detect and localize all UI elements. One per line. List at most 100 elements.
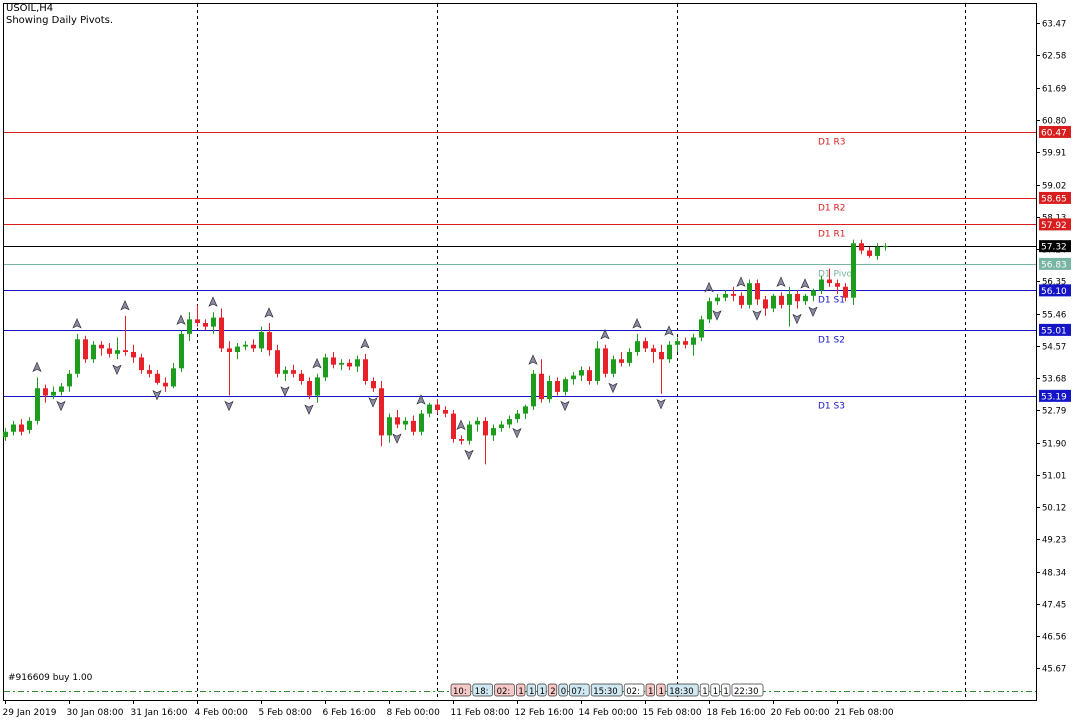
candle[interactable] — [379, 381, 384, 447]
candle[interactable] — [627, 348, 632, 367]
candle[interactable] — [395, 410, 400, 429]
session-box[interactable]: 18: — [472, 683, 493, 697]
candle[interactable] — [147, 364, 152, 378]
candle[interactable] — [123, 315, 128, 356]
candle[interactable] — [75, 333, 80, 378]
candle[interactable] — [427, 402, 432, 418]
candle[interactable] — [763, 295, 768, 316]
candle[interactable] — [675, 337, 680, 353]
session-box[interactable]: 07: — [569, 683, 590, 697]
candle[interactable] — [659, 344, 664, 394]
candle[interactable] — [707, 297, 712, 323]
candle[interactable] — [715, 294, 720, 305]
candle[interactable] — [291, 364, 296, 378]
candle[interactable] — [811, 288, 816, 302]
candle[interactable] — [403, 417, 408, 430]
candle[interactable] — [523, 404, 528, 420]
candle[interactable] — [259, 326, 264, 352]
candle[interactable] — [51, 386, 56, 400]
candle[interactable] — [19, 419, 24, 436]
session-box[interactable]: 1 — [526, 683, 536, 697]
candle[interactable] — [835, 279, 840, 295]
candle[interactable] — [547, 375, 552, 403]
candle[interactable] — [91, 341, 96, 363]
candle[interactable] — [731, 286, 736, 302]
candle[interactable] — [419, 410, 424, 436]
session-box[interactable]: 10: — [450, 683, 472, 697]
candle[interactable] — [491, 424, 496, 441]
candle[interactable] — [787, 286, 792, 327]
candle[interactable] — [187, 312, 192, 342]
candle[interactable] — [651, 344, 656, 363]
candle[interactable] — [203, 319, 208, 331]
candle[interactable] — [155, 370, 160, 385]
candle[interactable] — [459, 435, 464, 445]
candle[interactable] — [635, 333, 640, 356]
candle[interactable] — [803, 294, 808, 305]
candle[interactable] — [539, 359, 544, 403]
candle[interactable] — [579, 366, 584, 382]
candle[interactable] — [363, 353, 368, 385]
candle[interactable] — [683, 337, 688, 349]
candle[interactable] — [795, 290, 800, 309]
candle[interactable] — [371, 377, 376, 392]
candle[interactable] — [59, 382, 64, 396]
candle[interactable] — [67, 370, 72, 392]
candle[interactable] — [867, 246, 872, 258]
candle[interactable] — [595, 341, 600, 385]
session-box[interactable]: 1 — [537, 683, 547, 697]
candle[interactable] — [267, 323, 272, 356]
candle[interactable] — [323, 353, 328, 381]
candle[interactable] — [307, 377, 312, 400]
candle[interactable] — [507, 415, 512, 429]
candle[interactable] — [643, 337, 648, 353]
candle[interactable] — [331, 352, 336, 369]
candle[interactable] — [747, 279, 752, 309]
session-box[interactable]: 02: — [623, 683, 645, 697]
candle[interactable] — [131, 344, 136, 363]
candle[interactable] — [699, 315, 704, 342]
candle[interactable] — [667, 341, 672, 363]
candle[interactable] — [355, 355, 360, 372]
session-box[interactable]: 0 — [558, 683, 568, 697]
candle[interactable] — [619, 352, 624, 367]
candle[interactable] — [3, 428, 8, 441]
candle[interactable] — [43, 384, 48, 403]
candle[interactable] — [251, 339, 256, 352]
candle[interactable] — [843, 283, 848, 302]
candle[interactable] — [11, 420, 16, 436]
order-note[interactable]: #916609 buy 1.00 — [8, 673, 93, 683]
candle[interactable] — [571, 371, 576, 385]
candle[interactable] — [851, 239, 856, 305]
candle[interactable] — [227, 341, 232, 396]
candle[interactable] — [723, 290, 728, 302]
candle[interactable] — [299, 370, 304, 385]
candle[interactable] — [107, 342, 112, 358]
candle[interactable] — [219, 308, 224, 353]
candle[interactable] — [99, 341, 104, 356]
session-box[interactable]: 1 — [710, 683, 720, 697]
candle[interactable] — [611, 355, 616, 378]
candle[interactable] — [755, 279, 760, 305]
candle[interactable] — [347, 359, 352, 371]
candle[interactable] — [275, 344, 280, 378]
session-box[interactable]: 1 — [645, 683, 655, 697]
session-box[interactable]: 1 — [699, 683, 710, 697]
candle[interactable] — [163, 377, 168, 392]
session-box[interactable]: 1 — [656, 683, 666, 697]
candle[interactable] — [531, 370, 536, 410]
candle[interactable] — [283, 366, 288, 382]
candle[interactable] — [83, 335, 88, 363]
candle[interactable] — [179, 330, 184, 372]
candle[interactable] — [691, 333, 696, 356]
candle[interactable] — [483, 417, 488, 465]
session-box[interactable]: 02: — [494, 683, 515, 697]
candle[interactable] — [443, 406, 448, 418]
session-box[interactable]: 18:30 — [666, 683, 699, 697]
candle[interactable] — [435, 399, 440, 414]
candle[interactable] — [35, 377, 40, 425]
candle[interactable] — [243, 341, 248, 351]
candle[interactable] — [515, 410, 520, 423]
